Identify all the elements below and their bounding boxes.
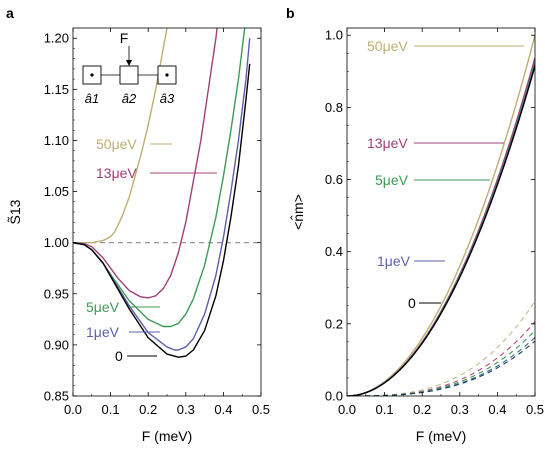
x-tick-label: 0.0 xyxy=(338,402,356,417)
y-tick-label: 0.90 xyxy=(44,337,69,352)
series-line-b-0 xyxy=(347,35,535,396)
x-tick-label: 0.0 xyxy=(64,402,82,417)
series-label-b-50: 50μeV xyxy=(367,38,408,54)
y-tick-label: 1.15 xyxy=(44,82,69,97)
series-line-b-4 xyxy=(347,65,535,396)
panel-b-plot: 0.0 0.1 0.2 0.3 0.4 0.5 0.0 0.2 0.4 0.6 0.8 1.0 F (… xyxy=(290,27,544,444)
series-line-b-2 xyxy=(347,62,535,396)
series-dashed-b-5 xyxy=(347,300,535,396)
inset-schematic: F â1 â2 â3 xyxy=(82,30,177,106)
series-line-a-0 xyxy=(73,63,251,358)
series-label-a-5: 5μeV xyxy=(86,299,120,315)
x-tick-label: 0.5 xyxy=(526,402,544,417)
series-line-a-13 xyxy=(73,28,218,299)
x-tick-label: 0.4 xyxy=(488,402,506,417)
y-tick-label: 1.20 xyxy=(44,31,69,46)
inset-mode-3-dot xyxy=(165,73,169,77)
inset-a1-label: â1 xyxy=(85,91,99,106)
x-tick-label: 0.3 xyxy=(177,402,195,417)
y-tick-label: 1.0 xyxy=(325,28,343,43)
series-label-a-13: 13μeV xyxy=(96,165,137,181)
series-label-a-1: 1μeV xyxy=(86,324,120,340)
panel-label-b: b xyxy=(286,5,295,21)
y-tick-label: 1.00 xyxy=(44,235,69,250)
x-tick-label: 0.4 xyxy=(214,402,232,417)
y-tick-label: 1.10 xyxy=(44,133,69,148)
inset-a3-label: â3 xyxy=(160,91,175,106)
inset-force-label: F xyxy=(120,30,129,46)
y-tick-label: 0.4 xyxy=(325,244,343,259)
panel-a-plot: 0.0 0.1 0.2 0.3 0.4 0.5 0.85 0.90 0.95 1.00 1.05 1.… xyxy=(7,27,270,444)
series-line-b-1 xyxy=(347,57,535,396)
series-label-a-0: 0 xyxy=(115,348,123,364)
panel-label-a: a xyxy=(6,5,14,21)
series-label-a-50: 50μeV xyxy=(96,136,137,152)
series-label-b-0: 0 xyxy=(408,295,416,311)
inset-mode-1-dot xyxy=(90,73,94,77)
y-tick-label: 0.85 xyxy=(44,389,69,404)
y-tick-label: 1.05 xyxy=(44,184,69,199)
series-dashed-b-6 xyxy=(347,321,535,396)
x-tick-label: 0.1 xyxy=(102,402,120,417)
y-tick-label: 0.2 xyxy=(325,316,343,331)
panel-b-frame xyxy=(346,27,536,397)
x-tick-label: 0.3 xyxy=(451,402,469,417)
series-label-b-5: 5μeV xyxy=(375,172,409,188)
series-line-a-50 xyxy=(73,28,168,244)
x-tick-label: 0.1 xyxy=(376,402,394,417)
x-tick-label: 0.2 xyxy=(413,402,431,417)
x-axis-label-b: F (meV) xyxy=(416,428,467,444)
x-tick-label: 0.2 xyxy=(139,402,157,417)
series-line-b-3 xyxy=(347,63,535,396)
y-tick-label: 0.6 xyxy=(325,172,343,187)
y-tick-label: 0.95 xyxy=(44,286,69,301)
y-tick-label: 0.0 xyxy=(325,389,343,404)
inset-a2-label: â2 xyxy=(122,91,137,106)
x-tick-label: 0.5 xyxy=(252,402,270,417)
series-label-b-1: 1μeV xyxy=(377,253,411,269)
y-axis-label-b: <n̂m> xyxy=(290,194,306,230)
y-axis-label-a: S̃13 xyxy=(7,199,23,224)
inset-mode-2-box xyxy=(119,65,139,85)
inset-arrowhead-icon xyxy=(126,60,132,66)
x-axis-label-a: F (meV) xyxy=(142,428,193,444)
series-label-b-13: 13μeV xyxy=(367,135,408,151)
y-tick-label: 0.8 xyxy=(325,100,343,115)
